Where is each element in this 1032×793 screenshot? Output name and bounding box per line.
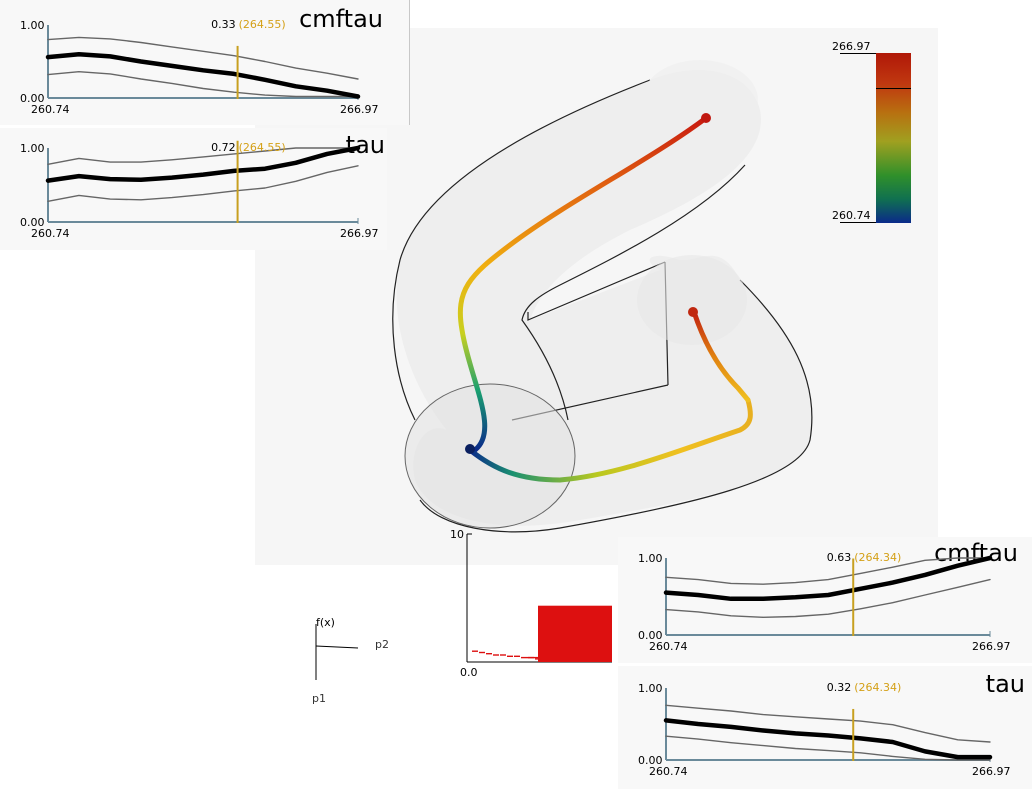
series-line-mean bbox=[45, 145, 361, 183]
trajectory-right-segment bbox=[691, 309, 751, 403]
histogram-bar bbox=[538, 605, 612, 662]
tube-outline-lower bbox=[419, 261, 813, 533]
x-min-label: 260.74 bbox=[649, 765, 688, 778]
chart-panel-cmftau-top[interactable]: 1.00 0.00 260.74 266.97 cmftau 0.33 (264.55) bbox=[0, 0, 409, 125]
histogram[interactable]: 10 0.0 bbox=[448, 526, 618, 681]
gizmo-p2-axis bbox=[315, 645, 359, 649]
trajectory-start-marker[interactable] bbox=[465, 444, 475, 454]
series-line-upper-bound bbox=[47, 147, 359, 165]
chart-panel-tau-bottom[interactable]: 1.00 0.00 260.74 266.97 tau 0.32 (264.34) bbox=[618, 666, 1032, 789]
tube-cap-near bbox=[404, 383, 576, 529]
tube-cap-top bbox=[642, 60, 758, 140]
trajectory-end-marker-top[interactable] bbox=[701, 113, 711, 123]
trajectory-end-marker-right[interactable] bbox=[688, 307, 698, 317]
cursor-x-label: (264.34) bbox=[854, 551, 901, 564]
y-min-label: 0.00 bbox=[20, 92, 45, 105]
histogram-y-top-label: 10 bbox=[450, 528, 464, 541]
y-min-label: 0.00 bbox=[20, 216, 45, 229]
series-line-lower-bound bbox=[665, 735, 991, 761]
cursor-x-label: (264.55) bbox=[239, 18, 286, 31]
y-max-label: 1.00 bbox=[638, 682, 663, 695]
colorbar-bottom-tick bbox=[840, 222, 876, 223]
x-max-label: 266.97 bbox=[972, 765, 1011, 778]
series-line-lower-bound bbox=[665, 578, 991, 619]
series-line-upper-bound bbox=[665, 557, 991, 585]
y-min-label: 0.00 bbox=[638, 629, 663, 642]
gizmo-p1-label: p1 bbox=[312, 692, 326, 705]
histogram-bar bbox=[479, 651, 485, 654]
chart-title: tau bbox=[346, 131, 385, 159]
cursor-value-label: 0.63 bbox=[827, 551, 852, 564]
x-max-label: 266.97 bbox=[340, 103, 379, 116]
x-min-label: 260.74 bbox=[31, 227, 70, 240]
colorbar-min-label: 260.74 bbox=[832, 209, 871, 222]
histogram-x-origin-label: 0.0 bbox=[460, 666, 478, 679]
chart-title: cmftau bbox=[299, 5, 383, 33]
axes-gizmo[interactable]: f(x) p1 p2 bbox=[300, 610, 410, 710]
series-line-upper-bound bbox=[665, 704, 991, 743]
chart-panel-tau-top[interactable]: 1.00 0.00 260.74 266.97 tau 0.72 (264.55) bbox=[0, 128, 387, 250]
histogram-bar bbox=[528, 656, 534, 659]
gizmo-f-label: f(x) bbox=[316, 616, 335, 629]
cursor-x-label: (264.55) bbox=[239, 141, 286, 154]
x-min-label: 260.74 bbox=[31, 103, 70, 116]
y-max-label: 1.00 bbox=[638, 552, 663, 565]
colorbar-current-marker bbox=[876, 88, 911, 89]
tube-cap-right bbox=[637, 255, 747, 345]
colorbar-max-label: 266.97 bbox=[832, 40, 871, 53]
y-min-label: 0.00 bbox=[638, 754, 663, 767]
trajectory-lower-segment bbox=[467, 397, 753, 483]
gizmo-p2-label: p2 bbox=[375, 638, 389, 651]
x-min-label: 260.74 bbox=[649, 640, 688, 653]
x-max-label: 266.97 bbox=[340, 227, 379, 240]
histogram-bar bbox=[500, 654, 506, 656]
y-max-label: 1.00 bbox=[20, 19, 45, 32]
tube-outline-outer bbox=[392, 79, 651, 421]
trajectory-upper-segment bbox=[457, 115, 709, 453]
histogram-bar bbox=[507, 655, 513, 657]
chart-title: tau bbox=[986, 670, 1025, 698]
series-line-mean bbox=[45, 51, 361, 99]
cursor-value-label: 0.32 bbox=[827, 681, 852, 694]
series-line-upper-bound bbox=[47, 36, 359, 80]
colorbar[interactable] bbox=[876, 53, 911, 223]
x-max-label: 266.97 bbox=[972, 640, 1011, 653]
colorbar-top-tick bbox=[840, 53, 876, 54]
tube-outline-inner bbox=[521, 164, 746, 421]
series-line-mean bbox=[663, 718, 993, 760]
cursor-x-label: (264.34) bbox=[854, 681, 901, 694]
series-line-mean bbox=[663, 555, 993, 602]
chart-panel-cmftau-bottom[interactable]: 1.00 0.00 260.74 266.97 cmftau 0.63 (264.34) bbox=[618, 537, 1032, 663]
series-line-lower-bound bbox=[47, 70, 359, 98]
histogram-bar bbox=[486, 653, 492, 655]
histogram-bar bbox=[514, 655, 520, 657]
panel-separator bbox=[409, 0, 410, 125]
histogram-bar bbox=[493, 654, 499, 656]
histogram-bar bbox=[472, 650, 478, 652]
cursor-value-label: 0.33 bbox=[211, 18, 236, 31]
y-max-label: 1.00 bbox=[20, 142, 45, 155]
series-line-lower-bound bbox=[47, 165, 359, 203]
cursor-value-label: 0.72 bbox=[211, 141, 236, 154]
